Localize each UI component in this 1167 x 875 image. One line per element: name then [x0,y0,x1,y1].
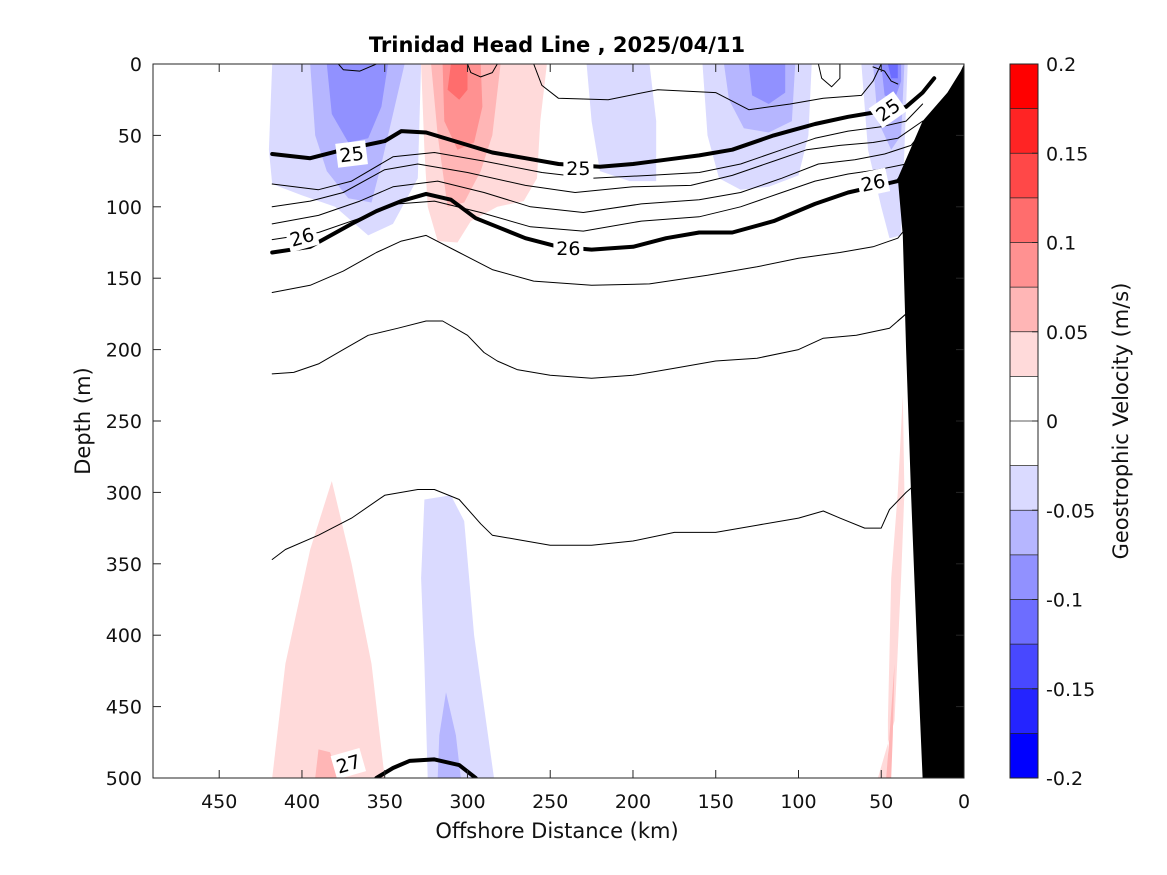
density-contour [533,64,882,111]
velocity-fill-layer [268,64,920,778]
x-axis-label: Offshore Distance (km) [435,819,678,843]
density-contour [271,130,924,225]
contour-label-backdrop [553,236,584,261]
bathymetry-shelf [897,64,964,778]
density-contour [271,120,924,208]
contour-label-text: 25 [338,143,365,168]
x-tick-label: 250 [532,791,568,813]
velocity-patch [421,495,494,778]
colorbar-swatch [1010,644,1038,690]
colorbar-swatch [1010,733,1038,779]
x-tick-label: 0 [958,791,970,813]
x-tick-label: 300 [449,791,485,813]
x-tick-label: 50 [869,791,893,813]
y-axis-label: Depth (m) [71,367,95,474]
colorbar: 0.2 0.15 0.1 0.05 0 -0.05 -0.1 -0.15 -0.2 [1009,54,1095,790]
y-tick-label: 50 [118,125,142,147]
velocity-patch [272,481,385,778]
contour-label-backdrop [330,748,367,780]
contour-label-backdrop [855,167,891,198]
velocity-patch [326,64,388,143]
y-tick-label: 450 [106,697,142,719]
contour-label-backdrop [335,140,368,168]
colorbar-swatch [1010,688,1038,734]
density-contour [271,263,924,379]
velocity-patch [748,64,786,104]
y-tick-label: 300 [106,482,142,504]
chart-title: Trinidad Head Line , 2025/04/11 [369,33,745,57]
velocity-patch [315,749,339,778]
y-tick-label: 100 [106,197,142,219]
colorbar-swatch [1010,242,1038,288]
bathymetry-layer [897,64,964,778]
y-tick-label: 150 [106,268,142,290]
y-tick-label: 500 [106,768,142,790]
contour-inline-label: 25 [563,156,594,181]
x-tick-label: 350 [367,791,403,813]
colorbar-swatch [1010,331,1038,377]
x-axis: 450 400 350 300 250 200 150 100 50 0 [201,64,970,813]
contour-label-backdrop [868,91,908,129]
contour-label-text: 26 [556,238,580,260]
colorbar-tick-label: 0 [1046,411,1058,433]
colorbar-tick-label: 0.15 [1046,143,1088,165]
contour-inline-label: 26 [284,221,320,253]
density-contour [271,103,924,191]
x-tick-label: 100 [780,791,816,813]
colorbar-swatch [1010,421,1038,467]
colorbar-swatch [1010,599,1038,645]
colorbar-swatch [1010,197,1038,243]
x-tick-label: 450 [201,791,237,813]
velocity-patch [437,692,461,778]
contour-label-text: 26 [859,170,887,197]
colorbar-tick-label: 0.05 [1046,322,1088,344]
y-tick-label: 400 [106,625,142,647]
contour-inline-label: 26 [855,167,891,198]
colorbar-tick-label: -0.2 [1046,768,1083,790]
colorbar-swatch [1010,554,1038,600]
colorbar-tick-label: -0.05 [1046,500,1095,522]
y-tick-label: 200 [106,340,142,362]
x-tick-label: 400 [284,791,320,813]
contour-label-backdrop [284,221,320,253]
contour-label-backdrop [563,156,594,181]
y-tick-label: 350 [106,554,142,576]
density-contour [271,203,924,293]
density-contour [467,64,498,78]
y-axis: 0 50 100 150 200 250 300 350 400 450 500 [106,54,964,790]
colorbar-swatch [1010,465,1038,511]
colorbar-tick-label: 0.2 [1046,54,1076,76]
contour-inline-label: 26 [553,236,584,261]
contour-label-text: 25 [566,158,590,180]
density-contour [872,66,899,85]
velocity-patch [887,64,898,79]
colorbar-label: Geostrophic Velocity (m/s) [1109,283,1133,560]
density-contour-major [374,757,478,778]
x-tick-label: 200 [615,791,651,813]
colorbar-swatch [1010,64,1038,110]
velocity-patch [447,64,468,100]
y-tick-label: 0 [130,54,142,76]
colorbar-tick-label: -0.1 [1046,590,1083,612]
colorbar-swatch [1010,376,1038,422]
colorbar-tick-label: 0.1 [1046,233,1076,255]
velocity-patch [886,663,895,778]
y-tick-label: 250 [106,411,142,433]
density-contour [337,64,377,72]
density-contour [817,64,841,88]
density-contour [271,477,924,560]
colorbar-swatch [1010,153,1038,199]
velocity-patch [877,395,905,778]
colorbar-swatch [1010,510,1038,556]
colorbar-swatch [1010,287,1038,333]
contour-inline-label: 25 [335,140,368,168]
colorbar-tick-label: -0.15 [1046,679,1095,701]
colorbar-swatch [1010,108,1038,154]
x-tick-label: 150 [698,791,734,813]
